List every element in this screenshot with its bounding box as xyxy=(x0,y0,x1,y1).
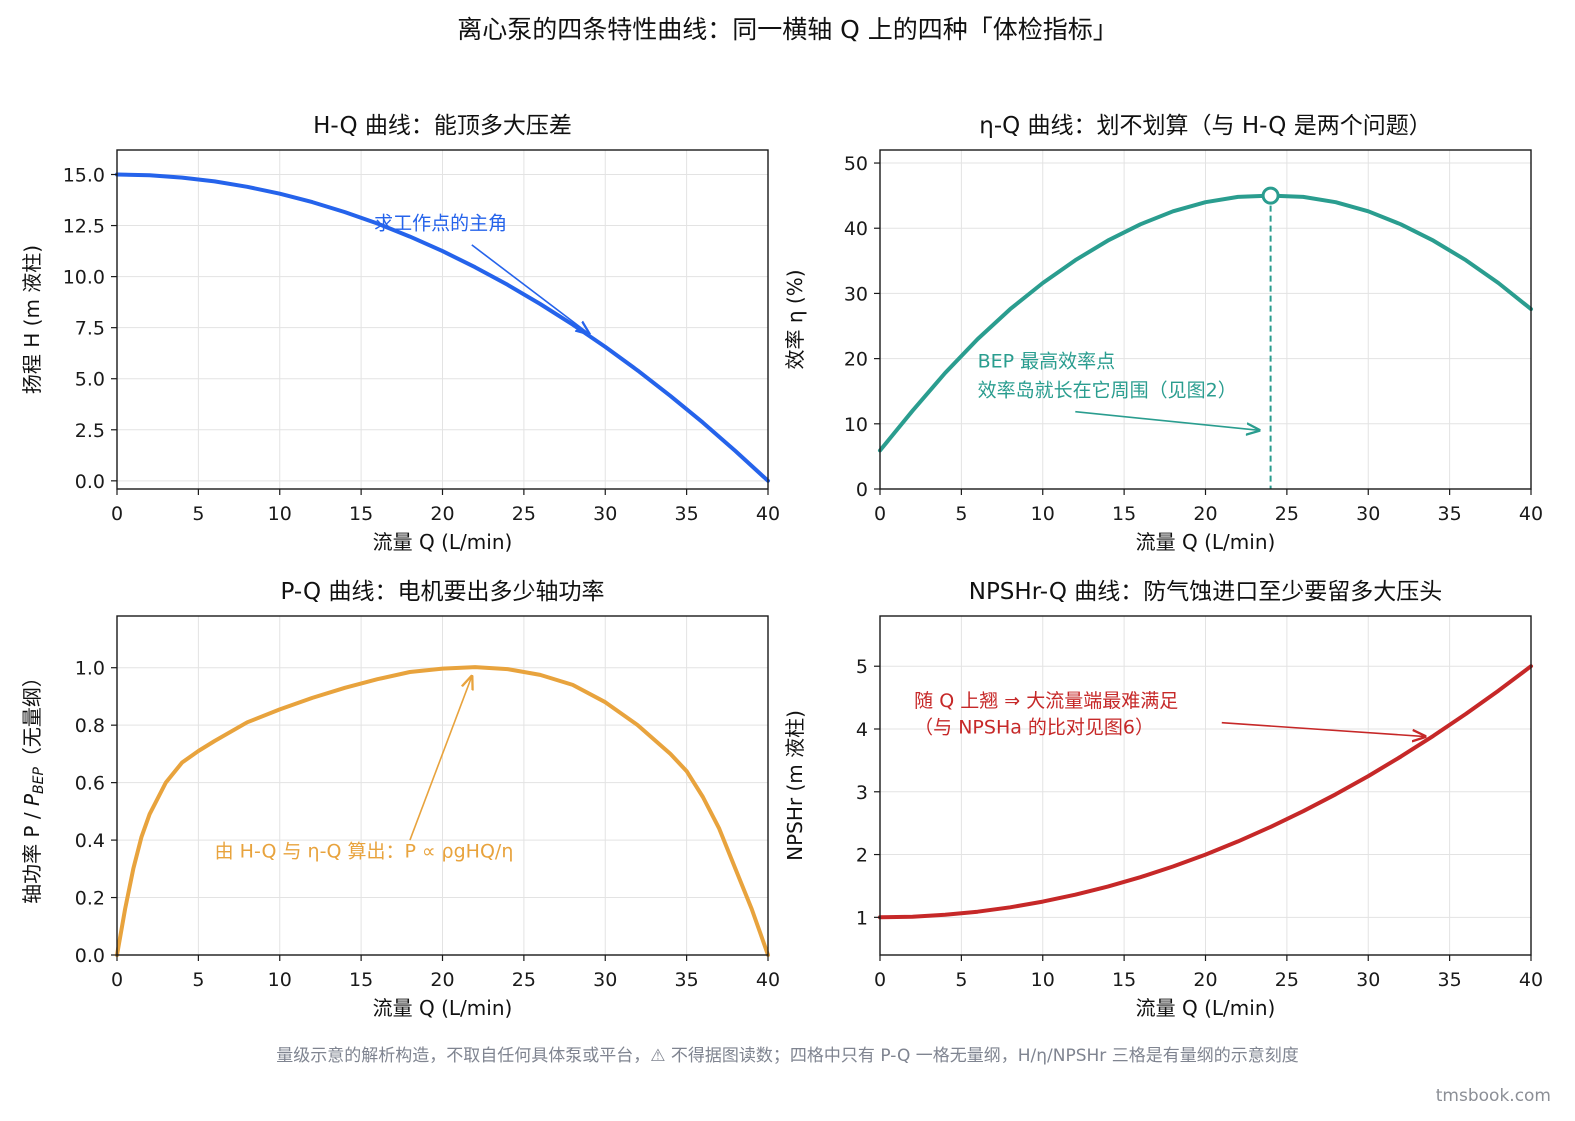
y-tick-label: 2.5 xyxy=(75,420,105,442)
y-tick-label: 0.8 xyxy=(75,715,105,737)
y-tick-label: 0.0 xyxy=(75,471,105,493)
y-axis-label: 扬程 H (m 液柱) xyxy=(20,245,44,394)
x-tick-label: 40 xyxy=(756,969,780,991)
x-tick-label: 10 xyxy=(268,503,292,525)
x-tick-label: 20 xyxy=(430,503,454,525)
x-tick-label: 0 xyxy=(874,503,886,525)
x-tick-label: 35 xyxy=(675,503,699,525)
x-axis-label: 流量 Q (L/min) xyxy=(373,996,513,1020)
series-line-hq xyxy=(115,172,770,483)
x-tick-label: 5 xyxy=(955,969,967,991)
series-line-pq xyxy=(115,665,770,957)
x-tick-label: 15 xyxy=(1112,503,1136,525)
x-tick-label: 25 xyxy=(1275,969,1299,991)
panel-title: H-Q 曲线：能顶多大压差 xyxy=(313,113,572,139)
y-tick-label: 50 xyxy=(844,153,868,175)
annotation-text: BEP 最高效率点 xyxy=(978,351,1116,373)
annotation-text: 由 H-Q 与 η-Q 算出：P ∝ ρgHQ/η xyxy=(215,840,514,862)
x-tick-label: 5 xyxy=(955,503,967,525)
x-tick-label: 0 xyxy=(111,503,123,525)
y-tick-label: 0.4 xyxy=(75,830,105,852)
x-tick-label: 40 xyxy=(1519,503,1543,525)
x-tick-label: 5 xyxy=(192,503,204,525)
y-tick-label: 10 xyxy=(844,414,868,436)
y-tick-label: 40 xyxy=(844,218,868,240)
y-tick-label: 20 xyxy=(844,349,868,371)
y-tick-label: 30 xyxy=(844,283,868,305)
x-tick-label: 40 xyxy=(756,503,780,525)
series-line-npsh xyxy=(878,664,1533,920)
x-tick-label: 25 xyxy=(512,969,536,991)
panel-npsh: 随 Q 上翘 ⇒ 大流量端最难满足（与 NPSHa 的比对见图6）0 5 10 15 2… xyxy=(783,579,1543,1020)
y-tick-label: 1.0 xyxy=(75,658,105,680)
x-axis-label: 流量 Q (L/min) xyxy=(373,530,513,554)
y-axis-label: 轴功率 P / PBEP（无量纲） xyxy=(20,667,47,904)
x-tick-label: 20 xyxy=(1193,969,1217,991)
x-tick-label: 40 xyxy=(1519,969,1543,991)
x-tick-label: 30 xyxy=(1356,503,1380,525)
annotation-arrow xyxy=(1221,721,1425,737)
figure-footnote: 量级示意的解析构造，不取自任何具体泵或平台，⚠ 不得据图读数；四格中只有 P-Q… xyxy=(276,1046,1299,1066)
x-tick-label: 10 xyxy=(1031,969,1055,991)
y-tick-label: 5 xyxy=(856,656,868,678)
y-tick-label: 12.5 xyxy=(63,216,105,238)
x-tick-label: 35 xyxy=(675,969,699,991)
x-tick-label: 15 xyxy=(1112,969,1136,991)
bep-marker xyxy=(1261,186,1280,205)
x-axis-label: 流量 Q (L/min) xyxy=(1136,996,1276,1020)
figure-title: 离心泵的四条特性曲线：同一横轴 Q 上的四种「体检指标」 xyxy=(457,15,1118,44)
y-tick-label: 0.6 xyxy=(75,773,105,795)
annotation-text: （与 NPSHa 的比对见图6） xyxy=(914,716,1154,738)
x-tick-label: 10 xyxy=(268,969,292,991)
y-tick-label: 4 xyxy=(856,719,868,741)
x-tick-label: 35 xyxy=(1438,503,1462,525)
y-tick-label: 5.0 xyxy=(75,369,105,391)
x-tick-label: 15 xyxy=(349,503,373,525)
x-tick-label: 30 xyxy=(593,969,617,991)
x-tick-label: 30 xyxy=(1356,969,1380,991)
x-tick-label: 25 xyxy=(1275,503,1299,525)
x-axis-label: 流量 Q (L/min) xyxy=(1136,530,1276,554)
annotation-arrow xyxy=(409,676,472,841)
y-tick-label: 15.0 xyxy=(63,165,105,187)
y-axis-label: NPSHr (m 液柱) xyxy=(783,710,807,861)
annotation-text: 效率岛就长在它周围（见图2） xyxy=(978,379,1237,401)
series-line-eta xyxy=(878,193,1533,453)
y-tick-label: 2 xyxy=(856,845,868,867)
annotation-text: 随 Q 上翘 ⇒ 大流量端最难满足 xyxy=(914,690,1178,712)
x-tick-label: 20 xyxy=(430,969,454,991)
x-tick-label: 25 xyxy=(512,503,536,525)
x-tick-label: 5 xyxy=(192,969,204,991)
annotation-text: 求工作点的主角 xyxy=(374,213,507,235)
x-tick-label: 35 xyxy=(1438,969,1462,991)
y-tick-label: 3 xyxy=(856,782,868,804)
y-tick-label: 0 xyxy=(856,479,868,501)
y-axis-label: 效率 η (%) xyxy=(783,270,807,370)
x-tick-label: 20 xyxy=(1193,503,1217,525)
y-tick-label: 1 xyxy=(856,907,868,929)
y-tick-label: 0.0 xyxy=(75,945,105,967)
annotation-arrow xyxy=(471,244,589,334)
panel-title: η-Q 曲线：划不划算（与 H-Q 是两个问题） xyxy=(979,113,1431,139)
panel-pq: 由 H-Q 与 η-Q 算出：P ∝ ρgHQ/η 0 5 10 15 20 25 30 35 4… xyxy=(20,579,780,1020)
y-tick-label: 7.5 xyxy=(75,318,105,340)
annotation-arrow xyxy=(1075,410,1259,431)
y-tick-label: 10.0 xyxy=(63,267,105,289)
panel-hq: 求工作点的主角 0 5 10 15 20 25 30 35 40 0.0 2.5 5.0 7.5 10.0 1… xyxy=(20,113,780,554)
watermark: tmsbook.com xyxy=(1435,1086,1551,1106)
x-tick-label: 0 xyxy=(874,969,886,991)
x-tick-label: 0 xyxy=(111,969,123,991)
x-tick-label: 30 xyxy=(593,503,617,525)
y-tick-label: 0.2 xyxy=(75,888,105,910)
x-tick-label: 15 xyxy=(349,969,373,991)
panel-title: P-Q 曲线：电机要出多少轴功率 xyxy=(281,579,605,605)
x-tick-label: 10 xyxy=(1031,503,1055,525)
panel-title: NPSHr-Q 曲线：防气蚀进口至少要留多大压头 xyxy=(969,579,1443,605)
